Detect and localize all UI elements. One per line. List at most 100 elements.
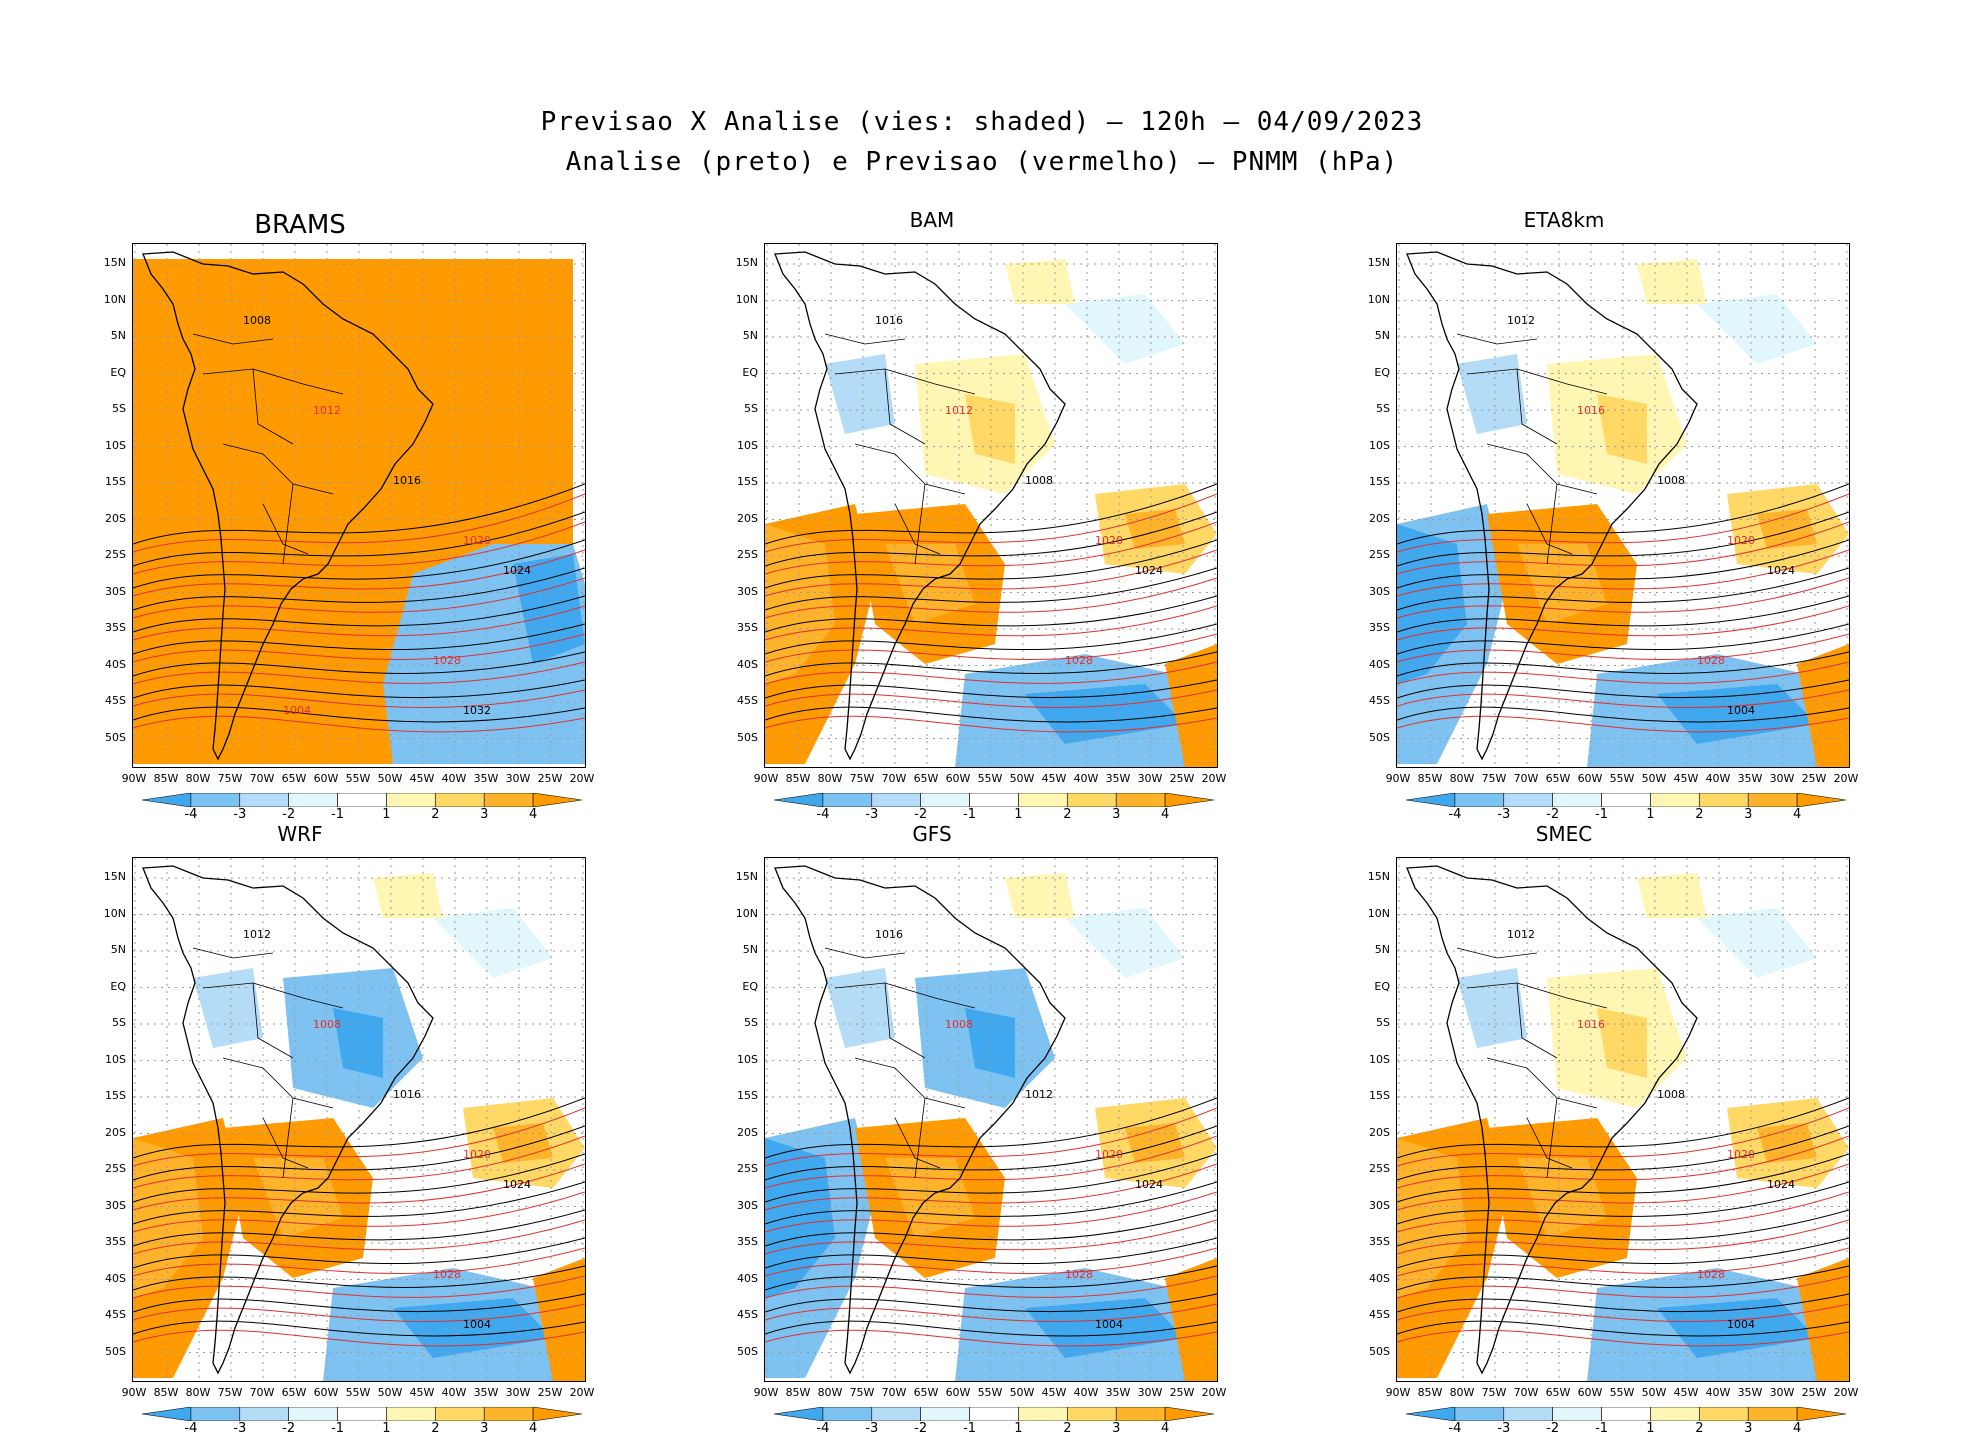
contour-label: 1028 (1065, 654, 1093, 667)
lat-tick-label: EQ (742, 365, 758, 379)
analysis-isobar (765, 1265, 1217, 1291)
lat-tick-label: 30S (105, 1198, 126, 1212)
contour-label: 1020 (1727, 1148, 1755, 1161)
lat-tick-label: EQ (1374, 365, 1390, 379)
lon-tick-label: 35W (1737, 1386, 1763, 1399)
bias-shading (1597, 394, 1647, 464)
colorbar-label: -4 (184, 807, 198, 822)
lon-tick-label: 30W (505, 772, 531, 785)
lat-tick-label: 15N (1367, 870, 1390, 883)
bias-shading (193, 968, 263, 1048)
lon-tick-label: 30W (1769, 772, 1795, 785)
contour-label: 1008 (313, 1018, 341, 1031)
analysis-isobar (765, 567, 1217, 611)
lat-tick-label: 30S (737, 1198, 758, 1212)
analysis-isobar (1397, 623, 1849, 655)
country-border (1546, 1097, 1558, 1179)
lat-tick-label: 20S (105, 1125, 126, 1139)
analysis-isobar (765, 623, 1217, 655)
forecast-isobar (133, 1329, 585, 1347)
contour-label: 1028 (1697, 654, 1725, 667)
country-border (1486, 1057, 1598, 1109)
analysis-isobar (765, 1097, 1217, 1159)
lon-tick-label: 55W (345, 1386, 371, 1399)
analysis-isobar (133, 567, 585, 611)
forecast-isobar (1397, 1329, 1849, 1347)
forecast-isobar (133, 493, 585, 553)
lat-tick-label: 15N (1367, 256, 1390, 269)
colorbar (773, 792, 1215, 808)
colorbar-label: 1 (1646, 807, 1655, 822)
forecast-isobar (1397, 1303, 1849, 1322)
lon-tick-label: 50W (377, 1386, 403, 1399)
lat-tick-label: 45S (737, 694, 758, 707)
lat-tick-label: 30S (1369, 1198, 1390, 1212)
figure-title-line2: Analise (preto) e Previsao (vermelho) — … (565, 147, 1399, 177)
colorbar-label: 1 (1014, 1421, 1023, 1436)
analysis-isobar (1397, 483, 1849, 545)
colorbar-label: 3 (1112, 807, 1121, 822)
lon-tick-label: 60W (313, 772, 339, 785)
panel-title: BAM (909, 208, 955, 232)
lat-tick-label: 15S (1369, 1089, 1390, 1102)
forecast-isobar (765, 521, 1217, 575)
lon-tick-label: 90W (1385, 1386, 1411, 1399)
lat-tick-label: 20S (737, 511, 758, 525)
forecast-isobar (133, 1107, 585, 1167)
forecast-isobar (1397, 493, 1849, 553)
analysis-isobar (133, 595, 585, 633)
lon-tick-label: 70W (881, 1386, 907, 1399)
contour-label: 1012 (1025, 1088, 1053, 1101)
forecast-isobar (765, 493, 1217, 553)
forecast-isobar (1397, 1247, 1849, 1277)
bias-shading (1125, 509, 1185, 549)
lat-tick-label: 5N (1374, 943, 1390, 956)
analysis-isobar (1397, 567, 1849, 611)
lat-tick-label: 30S (105, 584, 126, 598)
analysis-isobar (133, 1265, 585, 1291)
lat-tick-label: 5S (1376, 1016, 1390, 1029)
lat-tick-label: 10N (103, 906, 126, 920)
lat-tick-label: 40S (737, 657, 758, 671)
forecast-isobar (765, 577, 1217, 619)
lon-tick-label: 20W (1833, 1386, 1859, 1399)
analysis-isobar (765, 483, 1217, 545)
forecast-isobar (765, 1135, 1217, 1189)
lat-tick-label: 45S (105, 1308, 126, 1321)
map-panel-brams: BRAMS 1008 1012 1016 1020 1024 1028 1032 1004 15N… (0, 0, 600, 822)
lon-tick-label: 45W (409, 772, 435, 785)
contour-label: 1024 (503, 564, 531, 577)
map-canvas: 1008 1012 1016 1020 1024 1028 1032 1004 (133, 244, 585, 767)
bias-shading (1457, 354, 1527, 434)
lon-tick-label: 65W (281, 1386, 307, 1399)
contour-label: 1024 (503, 1178, 531, 1191)
forecast-isobar (1397, 1163, 1849, 1211)
country-border (824, 947, 906, 959)
lat-tick-label: 40S (737, 1271, 758, 1285)
lat-tick-label: 10N (1367, 292, 1390, 306)
forecast-isobar (765, 1219, 1217, 1255)
lat-tick-label: 45S (737, 1308, 758, 1321)
lat-tick-label: 30S (737, 584, 758, 598)
forecast-isobar (765, 1329, 1217, 1347)
forecast-isobar (765, 1107, 1217, 1167)
colorbar-label: -3 (233, 807, 247, 822)
map-frame: 1008 1012 1016 1020 1024 1028 1032 1004 (132, 243, 586, 768)
lon-tick-label: 20W (1833, 772, 1859, 785)
contour-label: 1012 (945, 404, 973, 417)
forecast-isobar (133, 1135, 585, 1189)
contour-label: 1004 (283, 704, 311, 717)
colorbar-label: 2 (431, 807, 440, 822)
lat-tick-label: 5N (742, 943, 758, 956)
bias-shading (1025, 684, 1185, 744)
forecast-isobar (133, 1163, 585, 1211)
figure-title-line1: Previsao X Analise (vies: shaded) — 120h… (540, 107, 1424, 137)
colorbar-label: 3 (1112, 1421, 1121, 1436)
contour-label: 1012 (313, 404, 341, 417)
forecast-isobar (765, 1163, 1217, 1211)
lon-tick-label: 30W (1137, 1386, 1163, 1399)
analysis-isobar (133, 1097, 585, 1159)
lat-tick-label: 40S (1369, 1271, 1390, 1285)
panel-title: SMEC (1535, 822, 1593, 846)
